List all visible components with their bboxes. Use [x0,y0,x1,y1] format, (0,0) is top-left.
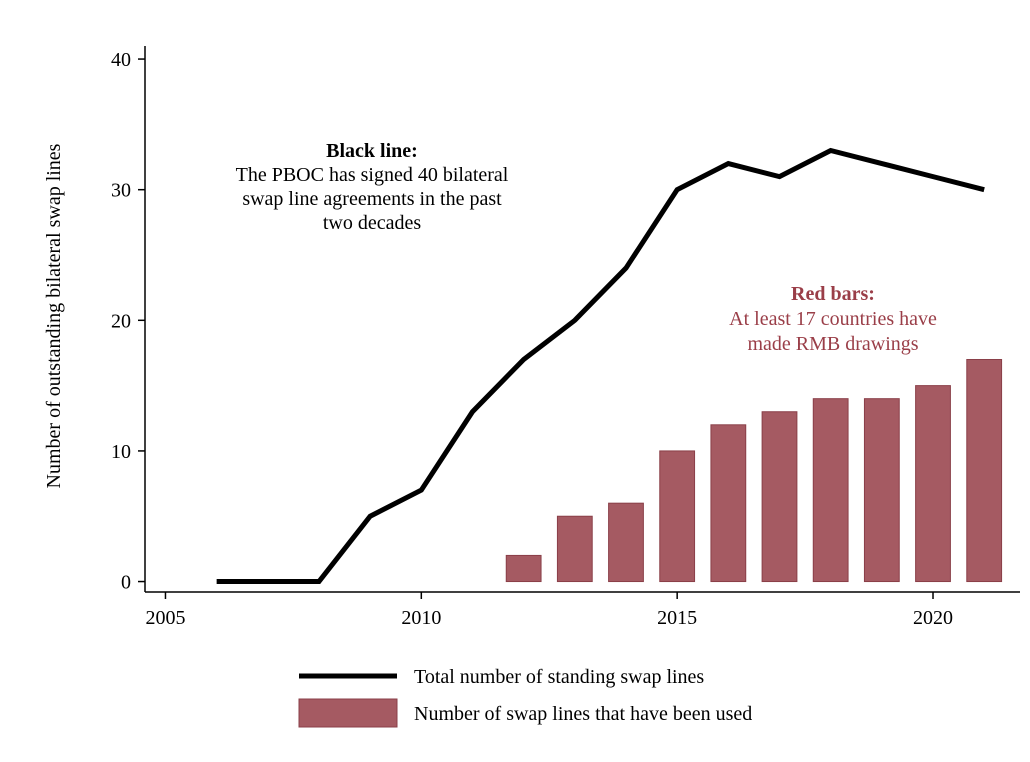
y-tick-label: 30 [111,180,131,202]
bar [710,424,747,583]
bar [505,554,542,583]
bar [863,398,900,583]
x-tick-label: 2010 [401,607,441,629]
bar [761,411,798,583]
legend-label-bars: Number of swap lines that have been used [414,703,752,725]
bar [659,450,696,583]
black-annotation-line-3: two decades [323,212,422,234]
axes: 0 10 20 30 40 2005 2010 2015 2020 [111,46,1020,629]
bar [556,515,593,583]
y-tick-label: 20 [111,310,131,332]
x-tick-label: 2020 [913,607,953,629]
line-series [216,147,985,585]
y-axis-title: Number of outstanding bilateral swap lin… [43,143,65,488]
legend-bar-swatch [298,698,398,728]
bar [812,398,849,583]
bar [966,358,1003,583]
red-annotation-heading: Red bars: [791,283,875,305]
red-bars-annotation: Red bars: At least 17 countries have mad… [729,283,937,355]
black-annotation-heading: Black line: [326,140,418,162]
bar [608,502,644,583]
red-annotation-line-2: made RMB drawings [747,333,918,355]
black-annotation-line-1: The PBOC has signed 40 bilateral [236,164,509,186]
bar-series [505,358,1003,583]
black-annotation-line-2: swap line agreements in the past [242,188,502,210]
legend: Total number of standing swap lines Numb… [298,666,752,728]
red-annotation-line-1: At least 17 countries have [729,308,937,330]
bar [915,385,951,583]
x-tick-label: 2005 [145,607,185,629]
y-tick-label: 10 [111,441,131,463]
x-tick-label: 2015 [657,607,697,629]
legend-label-line: Total number of standing swap lines [414,666,704,688]
line-series-path [216,147,985,585]
y-tick-label: 40 [111,49,131,71]
black-line-annotation: Black line: The PBOC has signed 40 bilat… [236,140,509,234]
y-tick-label: 0 [121,572,131,594]
